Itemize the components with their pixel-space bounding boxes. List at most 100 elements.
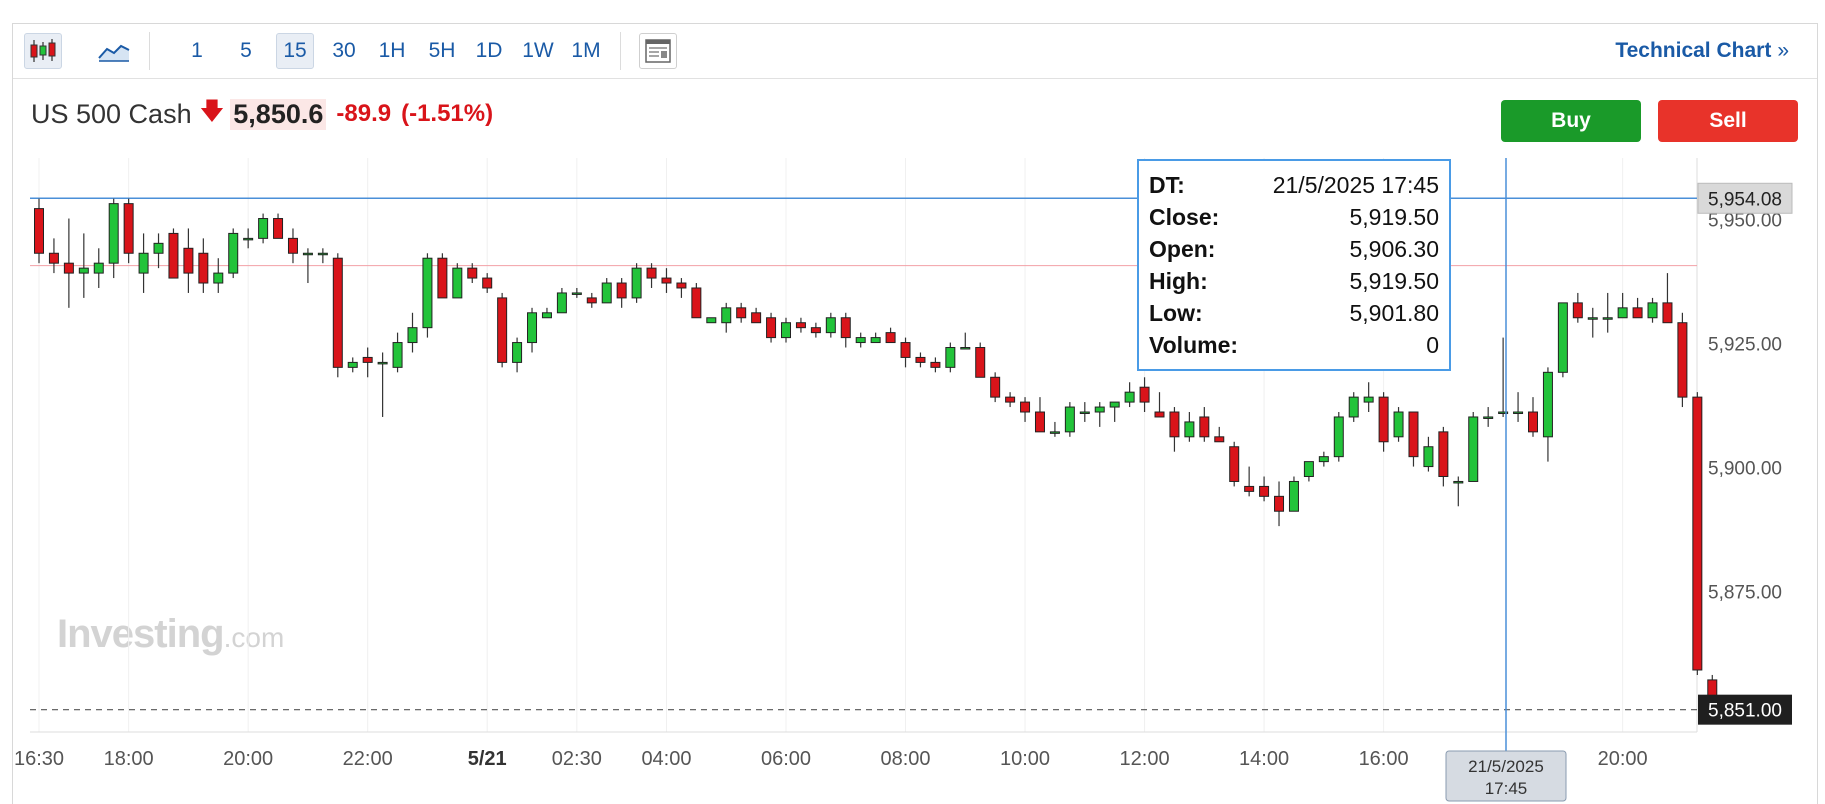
candle-body [781,322,791,339]
candle-body [1528,411,1538,433]
candle-body [1303,461,1314,478]
candle-body [1109,401,1120,408]
interval-button-1w[interactable]: 1W [522,39,554,62]
interval-button-1h[interactable]: 1H [378,39,406,62]
candle-body [1034,411,1045,433]
tooltip-low-value: 5,901.80 [1349,300,1439,326]
x-tick-label: 18:00 [104,748,154,770]
x-tick-label: 04:00 [641,748,691,770]
candle-body [1244,485,1255,492]
candle-body [123,203,134,254]
candle-body [661,277,672,284]
candle-body [736,307,747,319]
candle-body [571,292,582,295]
candle-body [512,342,523,363]
candle-body [347,361,358,368]
candle-body [751,312,762,324]
candle-body [362,356,373,363]
candle-body [1557,302,1568,373]
candle-body [1423,446,1434,468]
candle-body [422,257,433,329]
chart-toolbar: 1 5 15 30 1H 5H 1D 1W 1M Technical Chart» [13,24,1817,79]
tooltip-volume-label: Volume: [1149,332,1239,358]
buy-button[interactable]: Buy [1501,100,1641,142]
candle-body [930,361,941,368]
candle-body [1199,416,1210,438]
candle-body [258,218,269,239]
candle-body [317,252,328,256]
tooltip-open-value: 5,906.30 [1349,236,1439,262]
crosshair-time-tag-bg [1445,750,1567,802]
candle-body [497,297,508,363]
candle-body [63,262,74,274]
candle-body [1393,411,1404,438]
interval-button-5[interactable]: 5 [240,39,252,62]
candle-body [273,218,284,239]
candle-body [48,252,59,264]
x-tick-label: 06:00 [761,748,811,770]
high-price-tag: 5,954.08 [1708,189,1782,210]
candle-body [78,267,89,274]
candle-body [990,376,1001,398]
candle-body [1378,396,1389,443]
interval-button-5h[interactable]: 5H [428,39,456,62]
candle-body [452,267,463,299]
candle-body [1020,401,1031,413]
candle-body [1662,302,1673,324]
interval-button-30[interactable]: 30 [332,39,356,62]
candle-body [1259,485,1270,497]
x-tick-label: 08:00 [880,748,930,770]
interval-button-1d[interactable]: 1D [475,39,503,62]
interval-button-15[interactable]: 15 [276,33,314,69]
crosshair-time-label: 17:45 [1485,779,1528,798]
candle-body [840,317,851,339]
candle-body [138,252,149,274]
last-price-tag: 5,851.00 [1708,701,1782,722]
tooltip-volume-value: 0 [1426,332,1439,358]
tooltip-open-label: Open: [1149,236,1216,262]
candle-body [198,252,209,284]
candle-body [1274,495,1285,512]
candle-body [302,252,313,256]
interval-button-1[interactable]: 1 [191,39,203,62]
tooltip-low-label: Low: [1149,300,1203,326]
candlestick-icon [30,39,56,62]
x-tick-label: 20:00 [1598,748,1648,770]
chart-frame [12,23,1818,804]
candle-body [1438,431,1449,478]
tooltip-close-value: 5,919.50 [1349,204,1439,230]
candle-body [721,307,732,324]
interval-button-1m[interactable]: 1M [571,39,601,62]
candle-body [855,337,866,344]
candle-body [1572,302,1583,319]
technical-chart-link[interactable]: Technical Chart» [1615,39,1789,63]
x-tick-label: 14:00 [1239,748,1289,770]
candlestick-type-button[interactable] [24,33,62,69]
candle-body [1483,416,1494,419]
chart-layout-button[interactable] [639,33,677,69]
candle-body [945,347,956,368]
candle-body [795,322,806,329]
candle-body [1632,307,1643,319]
candle-body [1647,302,1658,319]
candle-body [467,267,478,279]
candle-body [153,242,164,254]
candle-body [885,332,896,344]
candle-body [975,347,986,378]
candle-body [1602,317,1613,320]
area-chart-type-button[interactable] [93,33,135,69]
candle-body [900,342,911,358]
tooltip-high-value: 5,919.50 [1349,268,1439,294]
price-change: -89.9 [336,100,392,127]
candle-body [392,342,403,368]
candle-body [437,257,448,299]
candle-body [1542,371,1553,438]
sell-button[interactable]: Sell [1658,100,1798,142]
candle-body [1064,406,1075,433]
candle-body [646,267,657,279]
crosshair-date-label: 21/5/2025 [1468,757,1544,776]
candle-body [1513,411,1524,415]
ohlc-tooltip: DT: 21/5/2025 17:45 Close: 5,919.50 Open: 5… [1137,159,1451,371]
x-tick-label: 02:30 [552,748,602,770]
